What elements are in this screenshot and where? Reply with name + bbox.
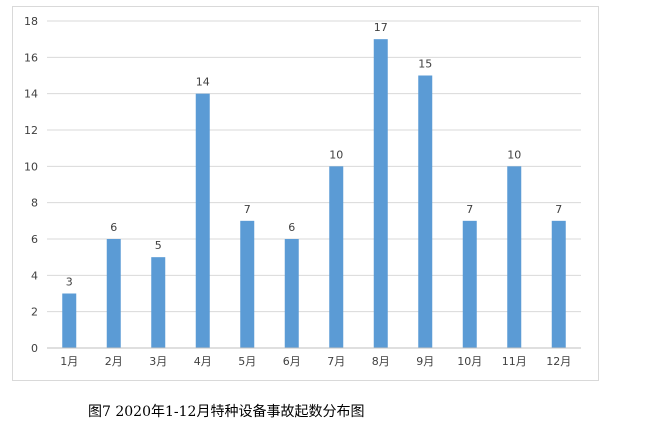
figure-caption: 图7 2020年1-12月特种设备事故起数分布图 <box>88 404 365 420</box>
x-tick-label: 7月 <box>327 355 345 368</box>
x-tick-label: 2月 <box>105 355 123 368</box>
x-axis-ticks: 1月 2月 3月 4月 5月 6月 7月 8月 9月 10月 11月 12月 <box>60 355 571 368</box>
data-label: 6 <box>110 221 117 234</box>
x-tick-label: 3月 <box>149 355 167 368</box>
bar <box>106 239 121 348</box>
bar <box>462 220 477 348</box>
y-tick-label: 8 <box>31 197 38 210</box>
y-tick-label: 0 <box>31 342 38 355</box>
y-tick-label: 4 <box>31 269 38 282</box>
y-axis-ticks: 0 2 4 6 8 10 12 14 16 18 <box>24 15 38 355</box>
y-tick-label: 14 <box>24 88 38 101</box>
x-tick-label: 8月 <box>372 355 390 368</box>
x-tick-label: 9月 <box>416 355 434 368</box>
data-label: 15 <box>418 58 432 71</box>
x-tick-label: 5月 <box>238 355 256 368</box>
bar <box>551 220 566 348</box>
bar-chart: 0 2 4 6 8 10 12 14 16 18 3 6 5 14 7 6 10 17 15 7 10 7 1月 2月 3月… <box>24 15 581 368</box>
bar <box>329 166 344 348</box>
data-label: 3 <box>66 276 73 289</box>
y-tick-label: 10 <box>24 160 38 173</box>
x-tick-label: 1月 <box>60 355 78 368</box>
y-tick-label: 18 <box>24 15 38 28</box>
data-label: 7 <box>555 203 562 216</box>
bar <box>507 166 522 348</box>
y-tick-label: 16 <box>24 51 38 64</box>
bar <box>240 220 255 348</box>
data-label: 14 <box>196 76 210 89</box>
data-labels: 3 6 5 14 7 6 10 17 15 7 10 7 <box>66 21 563 288</box>
data-label: 5 <box>155 239 162 252</box>
bar <box>418 75 433 348</box>
x-tick-label: 10月 <box>457 355 482 368</box>
data-label: 7 <box>244 203 251 216</box>
bars <box>62 39 566 349</box>
x-tick-label: 6月 <box>283 355 301 368</box>
x-tick-label: 12月 <box>546 355 571 368</box>
y-tick-label: 2 <box>31 306 38 319</box>
data-label: 17 <box>374 21 388 34</box>
data-label: 10 <box>329 148 343 161</box>
bar <box>195 93 210 349</box>
x-tick-label: 4月 <box>194 355 212 368</box>
x-tick-label: 11月 <box>502 355 527 368</box>
data-label: 10 <box>507 148 521 161</box>
gridlines <box>47 20 581 313</box>
bar <box>62 293 77 348</box>
y-tick-label: 12 <box>24 124 38 137</box>
y-tick-label: 6 <box>31 233 38 246</box>
bar <box>284 239 299 348</box>
bar <box>151 257 166 348</box>
data-label: 7 <box>466 203 473 216</box>
data-label: 6 <box>288 221 295 234</box>
bar <box>373 39 388 349</box>
